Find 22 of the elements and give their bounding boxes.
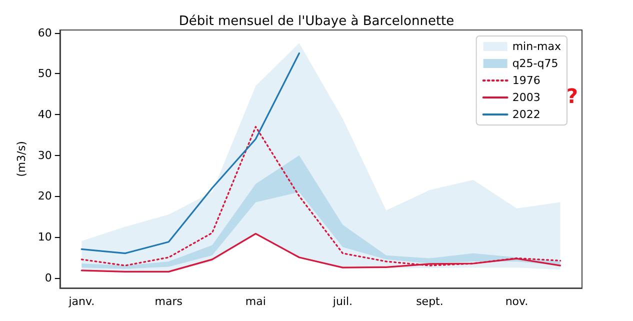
legend-label: min-max [512, 40, 562, 53]
y-tick-label: 10 [38, 230, 52, 244]
y-tick-label: 30 [38, 148, 52, 162]
annotation: ? [566, 84, 578, 108]
chart-title: Débit mensuel de l'Ubaye à Barcelonnette [178, 14, 454, 29]
legend-label: 2003 [512, 91, 540, 104]
x-tick-label: mars [154, 295, 183, 308]
x-tick-label: nov. [505, 295, 528, 308]
y-tick-label: 20 [38, 190, 52, 203]
x-tick-label: mai [245, 295, 266, 308]
y-axis-title: (m3/s) [15, 141, 28, 177]
y-tick-label: 40 [38, 108, 52, 122]
x-tick-label: janv. [68, 295, 95, 308]
y-tick-label: 50 [38, 67, 52, 80]
legend-label: 1976 [512, 74, 540, 87]
line-series [80, 52, 300, 254]
x-tick-label: sept. [416, 295, 444, 308]
y-tick-label: 0 [44, 271, 52, 284]
legend-label: q25-q75 [512, 57, 558, 70]
y-tick-label: 60 [38, 26, 52, 40]
x-tick-label: juil. [332, 295, 353, 308]
legend-label: 2022 [512, 108, 540, 121]
